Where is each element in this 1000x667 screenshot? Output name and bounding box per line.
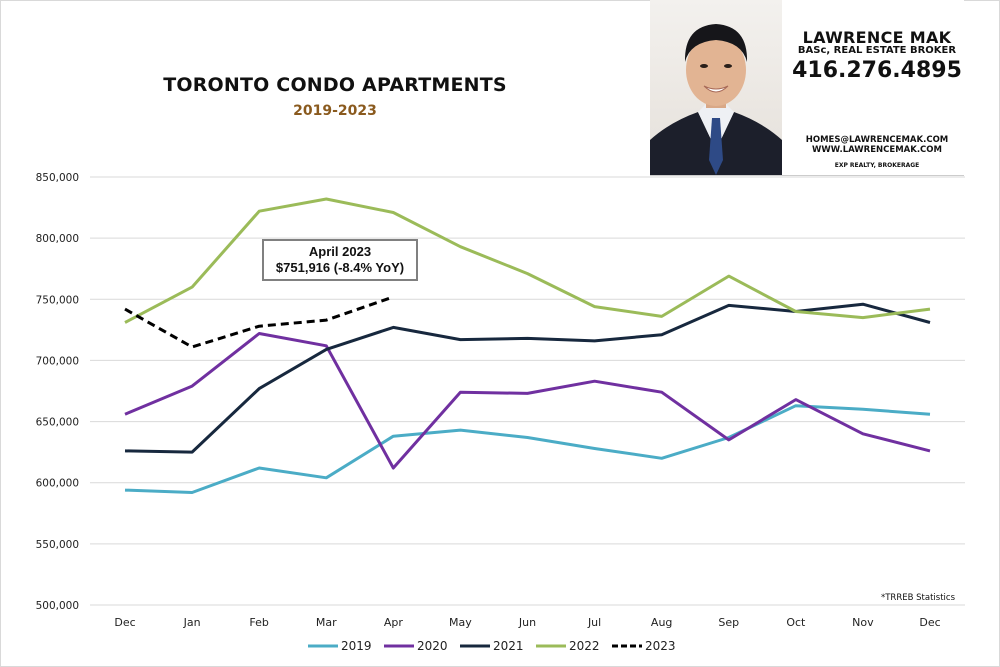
- x-tick-label: Dec: [114, 616, 135, 629]
- callout-value: $751,916 (-8.4% YoY): [275, 260, 405, 275]
- x-tick-label: Jun: [518, 616, 536, 629]
- y-tick-label: 500,000: [36, 600, 79, 612]
- agent-photo: [650, 0, 782, 175]
- source-note: *TRREB Statistics: [881, 593, 956, 603]
- legend-item-2021: 2021: [460, 639, 524, 653]
- series-line-2022: [124, 197, 931, 324]
- y-tick-label: 850,000: [36, 172, 79, 184]
- y-tick-label: 700,000: [36, 355, 79, 367]
- x-tick-label: Apr: [384, 616, 404, 629]
- x-tick-label: Oct: [786, 616, 806, 629]
- x-tick-label: Sep: [718, 616, 739, 629]
- callout-annotation: April 2023 $751,916 (-8.4% YoY): [262, 239, 418, 281]
- x-tick-label: Dec: [919, 616, 940, 629]
- agent-website[interactable]: WWW.LAWRENCEMAK.COM: [812, 145, 942, 155]
- legend-item-2019: 2019: [308, 639, 372, 653]
- y-tick-label: 600,000: [36, 478, 79, 490]
- callout-title: April 2023: [308, 244, 372, 259]
- x-tick-label: May: [449, 616, 472, 629]
- agent-headshot-icon: [650, 24, 782, 175]
- legend-item-2023: 2023: [612, 639, 676, 653]
- legend-item-2022: 2022: [536, 639, 600, 653]
- legend-label: 2020: [417, 639, 448, 653]
- agent-credentials: BASc, REAL ESTATE BROKER: [797, 45, 957, 56]
- chart-title: TORONTO CONDO APARTMENTS: [163, 74, 507, 96]
- legend-label: 2023: [645, 639, 676, 653]
- x-tick-label: Nov: [852, 616, 874, 629]
- legend-label: 2019: [341, 639, 372, 653]
- y-tick-label: 650,000: [36, 417, 79, 429]
- y-tick-label: 800,000: [36, 233, 79, 245]
- chart-subtitle: 2019-2023: [293, 103, 377, 119]
- x-tick-label: Jul: [587, 616, 601, 629]
- series-line-2019: [124, 404, 931, 494]
- legend-label: 2022: [569, 639, 600, 653]
- x-tick-label: Feb: [249, 616, 268, 629]
- agent-email[interactable]: HOMES@LAWRENCEMAK.COM: [805, 135, 949, 145]
- legend: 2019 2020 2021 2022 2023: [308, 639, 676, 653]
- gridlines: [90, 176, 965, 606]
- x-tick-label: Aug: [651, 616, 672, 629]
- x-axis: Dec Jan Feb Mar Apr May Jun Jul Aug Sep Oct Nov Dec: [114, 616, 940, 629]
- agent-card: LAWRENCE MAK BASc, REAL ESTATE BROKER 41…: [650, 0, 964, 176]
- legend-label: 2021: [493, 639, 524, 653]
- agent-brokerage: EXP REALTY, BROKERAGE: [834, 162, 920, 169]
- series-lines: [124, 197, 931, 494]
- x-tick-label: Jan: [183, 616, 201, 629]
- agent-name: LAWRENCE MAK: [802, 28, 952, 47]
- agent-phone[interactable]: 416.276.4895: [792, 58, 962, 83]
- x-tick-label: Mar: [316, 616, 337, 629]
- series-line-2021: [124, 302, 931, 454]
- y-axis: 500,000 550,000 600,000 650,000 700,000 750,0…: [36, 172, 79, 612]
- y-tick-label: 750,000: [36, 294, 79, 306]
- y-tick-label: 550,000: [36, 539, 79, 551]
- series-line-2020: [124, 332, 931, 470]
- series-line-2023: [124, 295, 394, 349]
- legend-item-2020: 2020: [384, 639, 448, 653]
